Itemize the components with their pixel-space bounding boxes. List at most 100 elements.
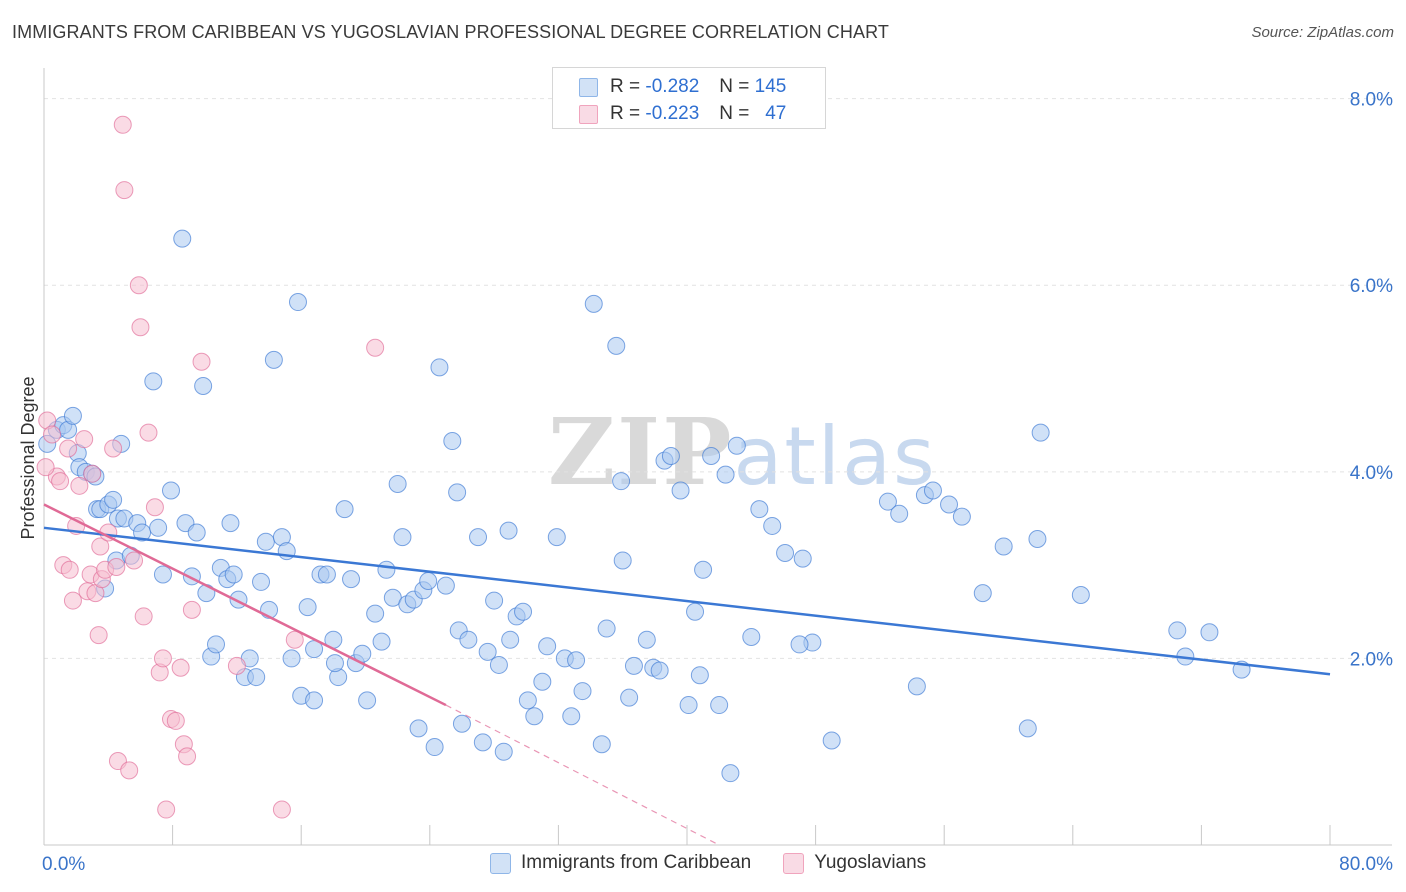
point-caribbean	[366, 604, 385, 623]
point-caribbean	[620, 688, 639, 707]
point-caribbean	[358, 691, 377, 710]
point-caribbean	[533, 672, 552, 691]
point-caribbean	[501, 630, 520, 649]
point-caribbean	[727, 436, 746, 455]
legend-n-value: 47	[765, 103, 787, 124]
point-caribbean	[750, 500, 769, 519]
point-caribbean	[104, 490, 123, 509]
point-caribbean	[264, 350, 283, 369]
point-caribbean	[173, 229, 192, 248]
point-caribbean	[194, 377, 213, 395]
point-caribbean	[207, 635, 226, 654]
point-caribbean	[448, 483, 467, 502]
point-caribbean	[702, 446, 721, 465]
gridlines	[44, 98, 1392, 659]
point-yugoslavian	[129, 276, 148, 295]
point-yugoslavian	[182, 600, 201, 619]
x-tick-label: 0.0%	[42, 854, 85, 875]
point-caribbean	[372, 632, 391, 651]
point-yugoslavian	[153, 649, 172, 668]
point-caribbean	[790, 635, 809, 654]
point-yugoslavian	[120, 761, 139, 780]
point-caribbean	[940, 495, 959, 514]
point-caribbean	[317, 565, 336, 584]
point-caribbean	[221, 514, 240, 533]
point-caribbean	[298, 598, 317, 617]
point-caribbean	[1168, 621, 1187, 640]
point-caribbean	[878, 492, 897, 511]
point-yugoslavian	[75, 430, 94, 449]
point-caribbean	[822, 731, 841, 750]
point-caribbean	[1018, 719, 1037, 738]
point-caribbean	[923, 481, 942, 500]
y-axis-label: Professional Degree	[18, 376, 38, 539]
point-caribbean	[612, 472, 631, 491]
legend-swatch-yugoslavian	[579, 104, 598, 124]
point-caribbean	[469, 528, 488, 547]
point-caribbean	[393, 528, 412, 547]
point-caribbean	[952, 507, 971, 526]
legend-label-yugoslavian: Yugoslavians	[814, 852, 927, 873]
point-caribbean	[153, 565, 172, 584]
point-yugoslavian	[125, 551, 144, 570]
point-caribbean	[430, 358, 449, 377]
y-tick-label: 6.0%	[1350, 276, 1393, 297]
point-caribbean	[1071, 585, 1090, 604]
point-caribbean	[514, 602, 533, 621]
point-yugoslavian	[134, 607, 153, 626]
point-caribbean	[473, 733, 492, 752]
point-caribbean	[256, 532, 275, 551]
point-caribbean	[63, 406, 82, 425]
point-caribbean	[671, 481, 690, 500]
point-caribbean	[485, 591, 504, 610]
point-caribbean	[252, 572, 271, 591]
point-yugoslavian	[91, 537, 110, 556]
point-caribbean	[547, 528, 566, 547]
chart-source: Source: ZipAtlas.com	[1251, 24, 1394, 41]
point-caribbean	[973, 584, 992, 603]
legend-n-value: 145	[754, 76, 787, 97]
point-caribbean	[624, 656, 643, 675]
point-caribbean	[742, 627, 761, 646]
point-caribbean	[661, 446, 680, 465]
x-tick-label: 80.0%	[1339, 854, 1393, 875]
point-caribbean	[161, 481, 180, 500]
point-caribbean	[452, 714, 471, 733]
point-caribbean	[763, 516, 782, 535]
trend-line-yugoslavian	[43, 503, 447, 707]
point-caribbean	[793, 549, 812, 568]
point-caribbean	[325, 654, 344, 673]
point-caribbean	[592, 735, 611, 754]
point-yugoslavian	[171, 658, 190, 677]
point-caribbean	[409, 719, 428, 738]
point-yugoslavian	[104, 439, 123, 458]
point-caribbean	[567, 651, 586, 670]
point-caribbean	[419, 571, 438, 590]
legend-row-caribbean: R = -0.282 N = 145	[553, 74, 786, 100]
point-yugoslavian	[285, 630, 304, 649]
point-caribbean	[377, 560, 396, 579]
y-tick-label: 4.0%	[1350, 463, 1393, 484]
tick-labels: 2.0% 4.0% 6.0% 8.0% 0.0% 80.0%	[42, 90, 1393, 875]
point-caribbean	[489, 655, 508, 674]
point-yugoslavian	[43, 425, 62, 444]
point-caribbean	[907, 677, 926, 696]
point-caribbean	[637, 630, 656, 649]
point-caribbean	[436, 576, 455, 595]
point-yugoslavian	[192, 352, 211, 371]
point-caribbean	[288, 293, 307, 312]
series-yugoslavian-points	[36, 115, 385, 819]
point-caribbean	[1031, 423, 1050, 442]
point-caribbean	[149, 518, 168, 537]
point-caribbean	[994, 537, 1013, 556]
point-yugoslavian	[36, 458, 55, 477]
point-caribbean	[187, 523, 206, 542]
legend-r-label: R =	[610, 103, 641, 124]
chart-title: IMMIGRANTS FROM CARIBBEAN VS YUGOSLAVIAN…	[12, 22, 889, 42]
point-yugoslavian	[272, 800, 291, 819]
legend-swatch-caribbean	[490, 852, 511, 874]
point-caribbean	[710, 696, 729, 715]
legend-swatch-caribbean	[579, 77, 598, 97]
point-caribbean	[388, 474, 407, 493]
